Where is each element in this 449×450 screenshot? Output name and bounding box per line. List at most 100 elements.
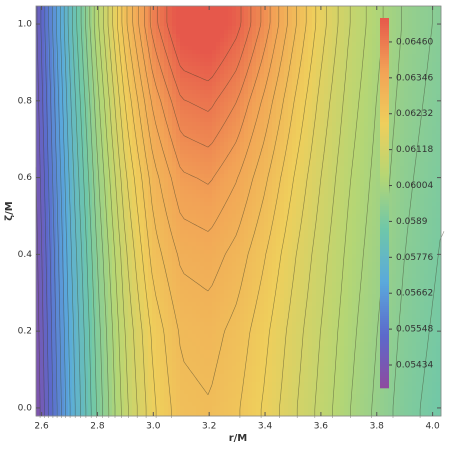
contour-cell: [328, 110, 333, 115]
contour-cell: [140, 34, 145, 39]
contour-cell: [84, 46, 89, 51]
contour-cell: [360, 166, 365, 171]
contour-cell: [76, 42, 81, 47]
contour-cell: [176, 186, 181, 191]
contour-cell: [364, 94, 369, 99]
contour-cell: [76, 26, 81, 31]
contour-cell: [196, 26, 201, 31]
contour-cell: [200, 62, 205, 67]
contour-cell: [160, 166, 165, 171]
contour-cell: [160, 10, 165, 15]
contour-cell: [316, 102, 321, 107]
contour-cell: [352, 86, 357, 91]
contour-cell: [100, 186, 105, 191]
contour-cell: [304, 178, 309, 183]
contour-cell: [428, 118, 433, 123]
contour-cell: [88, 42, 93, 47]
contour-cell: [268, 130, 273, 135]
contour-cell: [152, 22, 157, 27]
contour-cell: [408, 90, 413, 95]
contour-cell: [344, 62, 349, 67]
contour-cell: [388, 158, 393, 163]
contour-cell: [296, 6, 301, 11]
contour-cell: [48, 114, 53, 119]
contour-cell: [192, 198, 197, 203]
contour-cell: [140, 70, 145, 75]
contour-cell: [132, 134, 137, 139]
contour-cell: [136, 122, 141, 127]
contour-cell: [128, 118, 133, 123]
contour-cell: [236, 58, 241, 63]
contour-cell: [412, 86, 417, 91]
contour-cell: [100, 98, 105, 103]
contour-cell: [356, 14, 361, 19]
contour-cell: [116, 190, 121, 195]
contour-cell: [416, 50, 421, 55]
contour-cell: [324, 102, 329, 107]
contour-cell: [304, 146, 309, 151]
contour-cell: [160, 186, 165, 191]
contour-cell: [248, 194, 253, 199]
contour-cell: [356, 102, 361, 107]
contour-cell: [60, 118, 65, 123]
contour-cell: [404, 150, 409, 155]
contour-cell: [316, 166, 321, 171]
contour-cell: [48, 134, 53, 139]
contour-cell: [260, 130, 265, 135]
contour-cell: [84, 138, 89, 143]
contour-cell: [68, 182, 73, 187]
contour-cell: [152, 18, 157, 23]
contour-cell: [236, 106, 241, 111]
contour-cell: [364, 86, 369, 91]
contour-cell: [128, 74, 133, 79]
contour-cell: [340, 182, 345, 187]
contour-cell: [256, 162, 261, 167]
contour-cell: [80, 174, 85, 179]
contour-cell: [116, 46, 121, 51]
contour-cell: [284, 70, 289, 75]
contour-cell: [360, 30, 365, 35]
contour-cell: [336, 106, 341, 111]
contour-cell: [116, 10, 121, 15]
contour-cell: [240, 114, 245, 119]
contour-cell: [160, 66, 165, 71]
contour-cell: [60, 166, 65, 171]
contour-cell: [432, 26, 437, 31]
contour-cell: [108, 154, 113, 159]
contour-cell: [256, 146, 261, 151]
contour-cell: [104, 82, 109, 87]
contour-cell: [188, 58, 193, 63]
contour-cell: [100, 134, 105, 139]
contour-cell: [180, 58, 185, 63]
contour-cell: [260, 134, 265, 139]
contour-cell: [408, 86, 413, 91]
contour-cell: [280, 138, 285, 143]
contour-cell: [112, 110, 117, 115]
contour-cell: [36, 26, 41, 31]
contour-cell: [396, 194, 401, 199]
contour-cell: [260, 166, 265, 171]
contour-cell: [288, 174, 293, 179]
contour-cell: [284, 82, 289, 87]
contour-cell: [180, 10, 185, 15]
contour-cell: [252, 74, 257, 79]
contour-cell: [116, 50, 121, 55]
contour-cell: [328, 82, 333, 87]
contour-cell: [64, 94, 69, 99]
contour-cell: [356, 58, 361, 63]
contour-cell: [176, 102, 181, 107]
contour-cell: [308, 58, 313, 63]
contour-cell: [376, 190, 381, 195]
contour-cell: [76, 98, 81, 103]
contour-cell: [304, 166, 309, 171]
contour-cell: [340, 14, 345, 19]
contour-cell: [144, 50, 149, 55]
contour-cell: [220, 26, 225, 31]
contour-cell: [304, 34, 309, 39]
contour-cell: [428, 178, 433, 183]
contour-cell: [336, 130, 341, 135]
contour-cell: [300, 186, 305, 191]
contour-cell: [280, 94, 285, 99]
contour-cell: [368, 34, 373, 39]
contour-cell: [120, 98, 125, 103]
